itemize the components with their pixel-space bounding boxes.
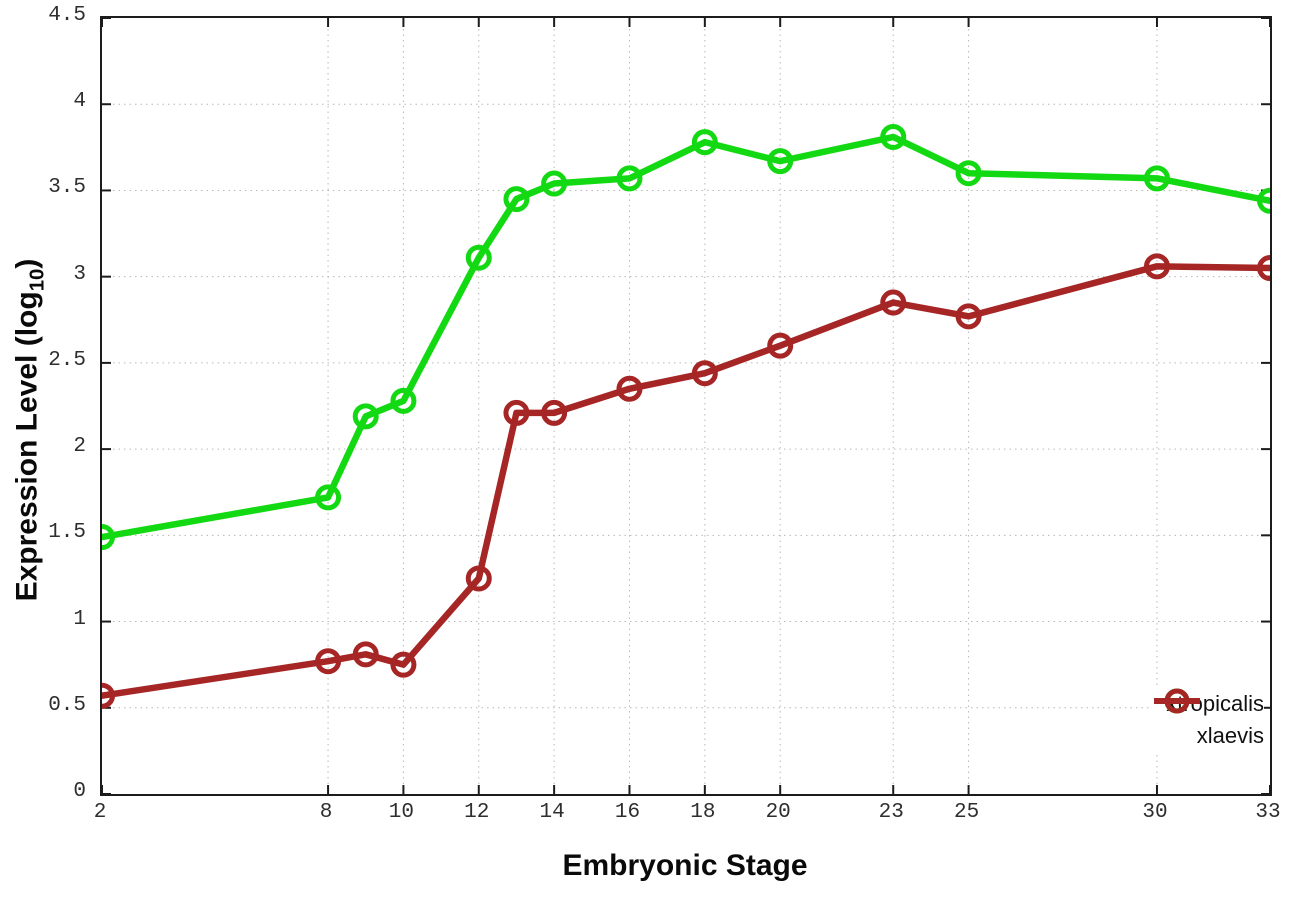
data-point-xlaevis bbox=[1143, 253, 1170, 280]
data-point-xlaevis bbox=[315, 648, 342, 675]
x-axis-title: Embryonic Stage bbox=[562, 849, 808, 882]
data-point-xtropicalis bbox=[503, 186, 530, 213]
grid-lines bbox=[102, 18, 1270, 794]
legend-label-xlaevis: xlaevis bbox=[1196, 723, 1264, 748]
data-point-xtropicalis bbox=[541, 170, 568, 197]
y-tick-label: 0.5 bbox=[48, 693, 86, 717]
x-tick-label: 2 bbox=[93, 801, 107, 824]
x-tick-label: 20 bbox=[765, 801, 791, 824]
legend-marker-circle bbox=[1164, 688, 1190, 714]
axis-ticks bbox=[102, 18, 1270, 794]
y-tick-label: 1.5 bbox=[48, 521, 86, 545]
plot-area: xtropicalis xlaevis bbox=[100, 16, 1272, 796]
x-tick-label: 25 bbox=[953, 801, 980, 824]
data-point-xtropicalis bbox=[465, 244, 492, 271]
x-tick-label: 18 bbox=[690, 801, 716, 824]
data-point-xlaevis bbox=[390, 651, 417, 678]
x-tick-label: 10 bbox=[388, 801, 415, 824]
legend-item-xlaevis: xlaevis bbox=[1154, 688, 1264, 751]
data-point-xlaevis bbox=[102, 682, 115, 709]
plot-canvas bbox=[102, 18, 1270, 794]
legend: xtropicalis xlaevis bbox=[1152, 687, 1264, 753]
x-tick-label: 8 bbox=[319, 801, 333, 824]
y-tick-label: 3 bbox=[73, 262, 86, 286]
series-markers-xtropicalis bbox=[102, 123, 1270, 551]
series-line-xlaevis bbox=[102, 263, 1270, 699]
y-tick-label: 0 bbox=[73, 780, 86, 803]
legend-marker-xlaevis bbox=[1154, 688, 1201, 714]
y-tick-label: 3.5 bbox=[48, 176, 86, 200]
y-axis-title: Expression Level (log10) bbox=[11, 259, 50, 602]
data-point-xtropicalis bbox=[1257, 187, 1270, 214]
data-point-xtropicalis bbox=[102, 524, 115, 551]
data-point-xtropicalis bbox=[315, 484, 342, 511]
data-point-xlaevis bbox=[767, 332, 794, 359]
data-point-xtropicalis bbox=[767, 148, 794, 175]
data-point-xlaevis bbox=[616, 375, 643, 402]
data-point-xtropicalis bbox=[1143, 165, 1170, 192]
x-tick-label: 30 bbox=[1142, 801, 1168, 824]
x-tick-label: 23 bbox=[878, 801, 904, 824]
y-tick-label: 2 bbox=[73, 435, 86, 459]
x-tick-label: 16 bbox=[614, 801, 641, 824]
series-markers-xlaevis bbox=[102, 253, 1270, 709]
data-point-xlaevis bbox=[1257, 255, 1270, 282]
x-tick-label: 14 bbox=[539, 801, 565, 824]
data-point-xtropicalis bbox=[880, 123, 907, 150]
data-point-xtropicalis bbox=[955, 160, 982, 187]
y-tick-label: 1 bbox=[73, 607, 86, 631]
data-point-xlaevis bbox=[352, 641, 379, 668]
data-point-xtropicalis bbox=[352, 403, 379, 430]
x-tick-label: 33 bbox=[1255, 801, 1281, 824]
data-point-xtropicalis bbox=[691, 129, 718, 156]
series-line-xtropicalis bbox=[102, 133, 1270, 541]
y-tick-label: 2.5 bbox=[48, 348, 86, 372]
x-tick-label: 12 bbox=[464, 801, 490, 824]
data-point-xtropicalis bbox=[616, 165, 643, 192]
data-point-xlaevis bbox=[955, 303, 982, 330]
y-tick-label: 4.5 bbox=[48, 4, 86, 27]
data-point-xlaevis bbox=[465, 565, 492, 592]
y-tick-label: 4 bbox=[73, 90, 86, 114]
data-point-xlaevis bbox=[541, 399, 568, 426]
data-point-xlaevis bbox=[691, 360, 718, 387]
data-point-xlaevis bbox=[503, 399, 530, 426]
data-point-xtropicalis bbox=[390, 387, 417, 414]
data-point-xlaevis bbox=[880, 289, 907, 316]
